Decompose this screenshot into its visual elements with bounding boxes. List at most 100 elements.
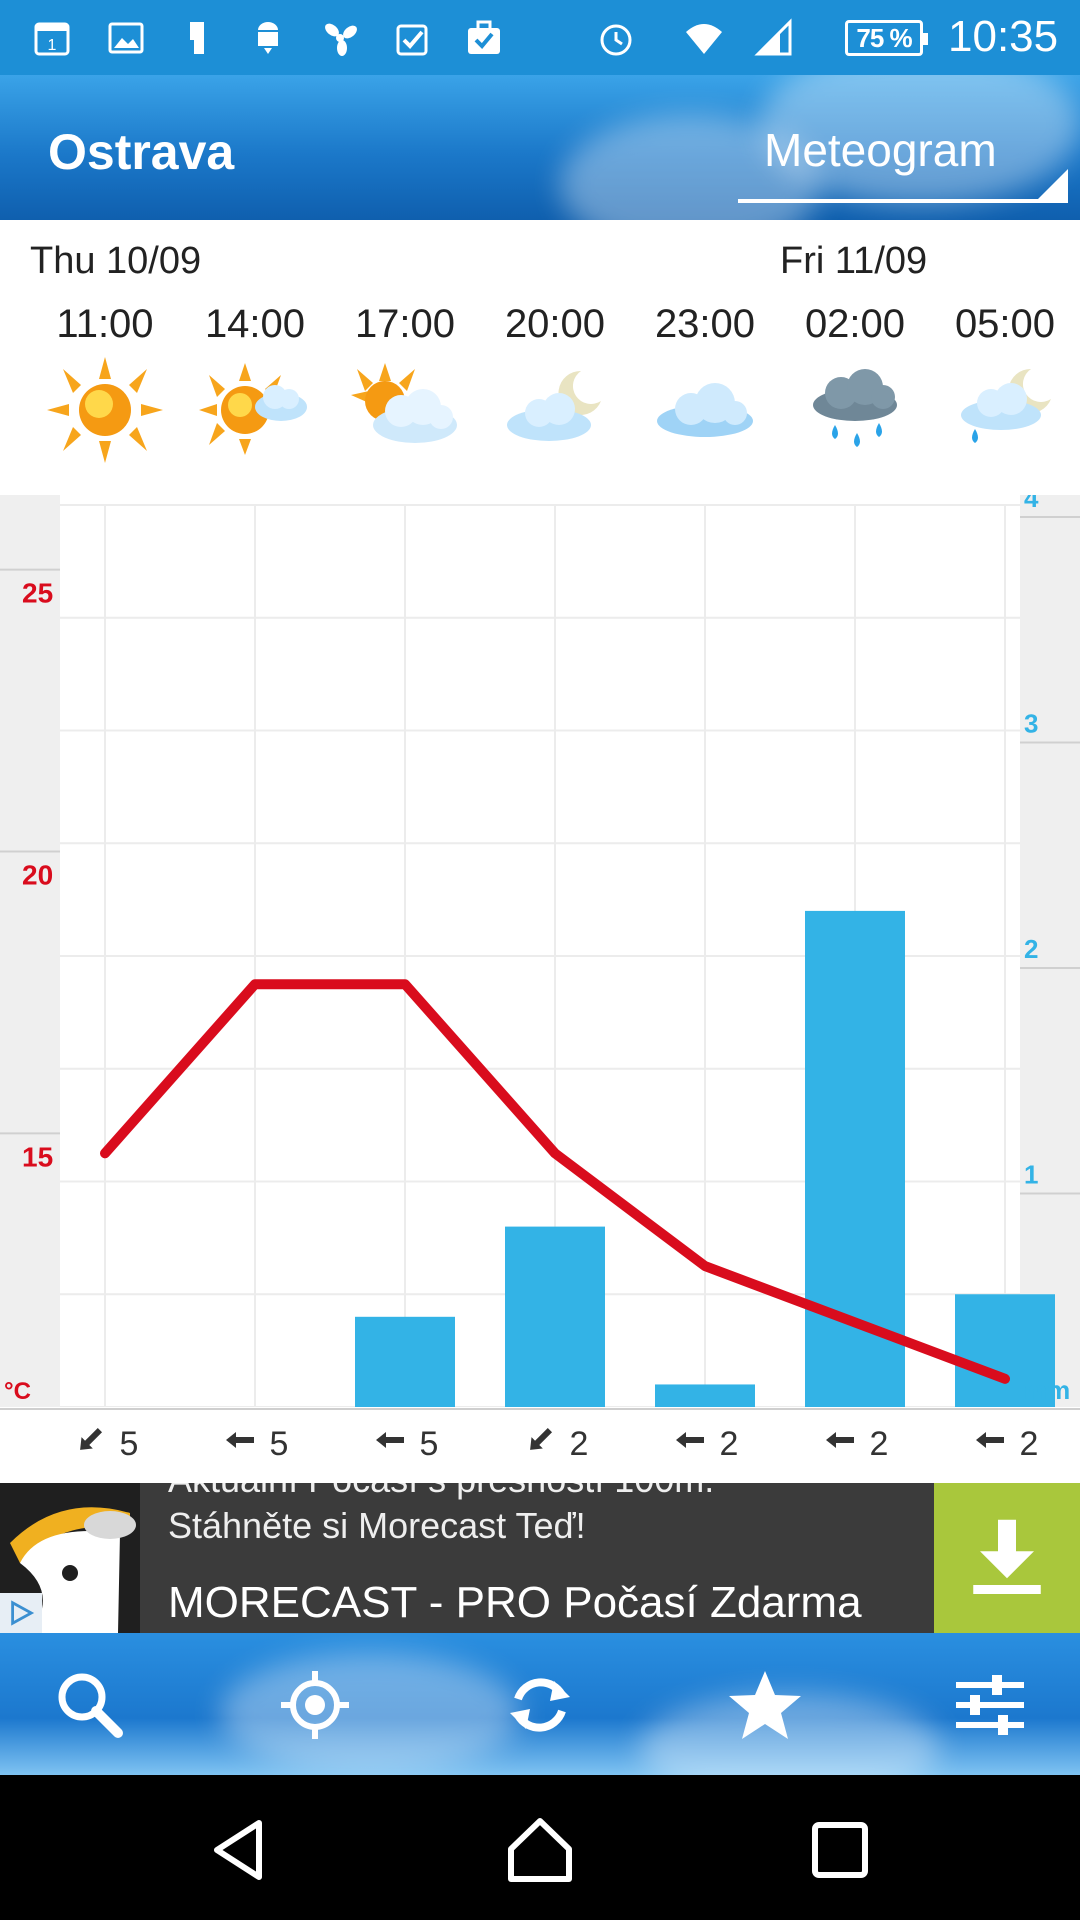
precip-tick-label: 3	[1024, 709, 1038, 739]
moon-rain-icon	[961, 368, 1051, 443]
precip-tick-label: 2	[1024, 934, 1038, 964]
wind-arrow-icon	[822, 1422, 858, 1467]
precip-bar	[355, 1316, 455, 1407]
precip-tick-label: 1	[1024, 1160, 1038, 1190]
wind-item: 5	[180, 1422, 330, 1467]
wind-row: 5 5 5 2 2 2 2	[0, 1408, 1080, 1478]
settings-button[interactable]	[940, 1655, 1040, 1755]
wind-arrow-icon	[222, 1422, 258, 1467]
temp-tick-label: 20	[22, 859, 53, 890]
back-button[interactable]	[195, 1805, 285, 1895]
partly-cloudy-icon	[351, 363, 457, 443]
view-dropdown-label: Meteogram	[764, 124, 997, 176]
wind-speed: 2	[1019, 1425, 1039, 1463]
day-label: Fri 11/09	[780, 240, 928, 282]
cloud-decoration	[220, 1653, 520, 1773]
calendar-icon: 1	[30, 18, 74, 58]
locate-button[interactable]	[265, 1655, 365, 1755]
hour-label: 14:00	[204, 302, 306, 346]
svg-text:1: 1	[48, 37, 57, 54]
ad-text-line: Stáhněte si Morecast Teď!	[168, 1505, 586, 1546]
cloud-decoration	[640, 1693, 940, 1775]
precip-bars	[355, 910, 1055, 1407]
ad-title: MORECAST - PRO Počasí Zdarma	[168, 1578, 862, 1627]
meteogram-chart: 25 20 15 °C 4 3 2 1 mm	[0, 495, 1080, 1407]
wind-item: 2	[630, 1422, 780, 1467]
day-label: Thu 10/09	[30, 240, 202, 282]
precip-unit-label: mm	[1024, 1375, 1070, 1405]
ad-text-line: Aktuální Počasí s přesností 100m.	[168, 1483, 714, 1501]
locate-icon	[281, 1671, 349, 1739]
wind-item: 2	[930, 1422, 1080, 1467]
dropdown-triangle-icon	[1034, 169, 1068, 203]
hour-label: 20:00	[504, 302, 606, 346]
wind-speed: 2	[869, 1425, 889, 1463]
refresh-icon	[510, 1678, 570, 1732]
star-icon	[729, 1671, 801, 1739]
ad-banner[interactable]: Aktuální Počasí s přesností 100m. Stáhně…	[0, 1483, 1080, 1633]
home-icon	[508, 1818, 572, 1882]
axis-ticks: 25 20 15 °C 4 3 2 1 mm	[0, 495, 1080, 1405]
wind-item: 5	[330, 1422, 480, 1467]
precip-axis-panel	[1020, 495, 1080, 1407]
wind-speed: 5	[419, 1425, 439, 1463]
ad-download-button[interactable]	[934, 1483, 1080, 1633]
temperature-line	[100, 979, 1010, 1384]
precip-bar	[505, 1226, 605, 1407]
briefcase-check-icon	[462, 18, 506, 58]
rain-cloud-icon	[813, 369, 897, 447]
dropdown-underline	[738, 199, 1068, 203]
wind-speed: 5	[269, 1425, 289, 1463]
battery-indicator: 75 %	[845, 20, 928, 56]
precip-tick-label: 4	[1024, 495, 1039, 513]
sun-cloud-icon	[199, 363, 307, 455]
alarm-icon	[594, 18, 638, 58]
wind-item: 5	[30, 1422, 180, 1467]
recents-icon	[812, 1822, 868, 1878]
wind-arrow-icon	[372, 1422, 408, 1467]
ad-choices-icon[interactable]	[0, 1593, 42, 1633]
image-icon	[104, 18, 148, 58]
clock: 10:35	[948, 12, 1059, 61]
android-download-icon	[246, 18, 290, 58]
usb-icon	[176, 18, 220, 58]
cloud-icon	[657, 383, 753, 437]
temperature-series	[100, 979, 1010, 1384]
favorites-button[interactable]	[715, 1655, 815, 1755]
temp-tick-label: 25	[22, 578, 53, 609]
search-icon	[58, 1673, 123, 1738]
wind-speed: 5	[119, 1425, 139, 1463]
hour-label: 17:00	[354, 302, 456, 346]
settings-sliders-icon	[956, 1675, 1024, 1735]
cloud-decoration	[760, 75, 1080, 205]
hour-label: 02:00	[804, 302, 906, 346]
fan-icon	[318, 18, 362, 58]
refresh-button[interactable]	[490, 1655, 590, 1755]
hour-label: 11:00	[56, 302, 154, 346]
moon-cloud-icon	[507, 370, 601, 441]
download-icon	[973, 1519, 1041, 1594]
temp-tick-label: 15	[22, 1141, 53, 1172]
signal-icon	[752, 18, 796, 58]
city-title[interactable]: Ostrava	[48, 124, 235, 180]
back-icon	[214, 1820, 262, 1880]
wind-arrow-icon	[972, 1422, 1008, 1467]
view-dropdown[interactable]: Meteogram	[738, 115, 1068, 207]
temp-unit-label: °C	[4, 1378, 31, 1405]
recents-button[interactable]	[795, 1805, 885, 1895]
wind-speed: 2	[719, 1425, 739, 1463]
wind-item: 2	[780, 1422, 930, 1467]
clipboard-check-icon	[390, 18, 434, 58]
search-button[interactable]	[40, 1655, 140, 1755]
wind-arrow-icon	[72, 1422, 108, 1467]
wind-speed: 2	[569, 1425, 589, 1463]
app-bar: Ostrava Meteogram	[0, 75, 1080, 220]
bottom-toolbar	[0, 1633, 1080, 1775]
hour-label: 05:00	[954, 302, 1056, 346]
precip-bar	[655, 1384, 755, 1407]
system-nav-bar	[0, 1775, 1080, 1920]
home-button[interactable]	[495, 1805, 585, 1895]
wind-arrow-icon	[672, 1422, 708, 1467]
status-bar: 1 75 % 10:35	[0, 0, 1080, 75]
hour-label: 23:00	[654, 302, 756, 346]
